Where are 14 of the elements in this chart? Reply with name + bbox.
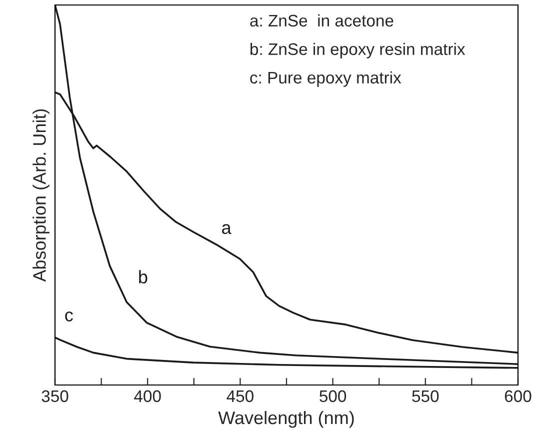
x-tick-label: 600 <box>504 390 532 402</box>
x-tick-label: 400 <box>134 390 161 402</box>
x-tick-label: 500 <box>320 390 346 402</box>
y-axis-title: Absorption (Arb. Unit) <box>32 109 50 282</box>
annotation: a: ZnSe in acetone <box>250 14 394 27</box>
series-label: a <box>222 224 232 234</box>
annotation: b: ZnSe in epoxy resin matrix <box>250 42 466 58</box>
series-label: b <box>139 270 148 284</box>
x-tick-label: 550 <box>412 390 439 402</box>
x-tick-label: 350 <box>42 390 68 402</box>
annotation: c: Pure epoxy matrix <box>250 71 402 87</box>
series-label: c <box>65 312 73 322</box>
x-tick-label: 450 <box>226 390 254 402</box>
x-axis-title: Wavelength (nm) <box>218 410 354 428</box>
